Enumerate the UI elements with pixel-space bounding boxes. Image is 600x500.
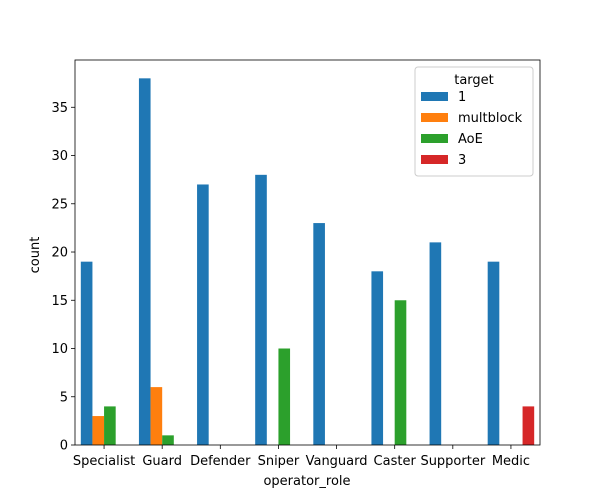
y-tick-label: 0 — [60, 439, 68, 454]
x-axis: Specialist Guard Defender Sniper Vanguard Cas… — [73, 445, 530, 469]
legend-label-multblock: multblock — [458, 111, 523, 126]
y-tick-label: 15 — [51, 294, 68, 309]
x-tick-label-specialist: Specialist — [73, 454, 135, 469]
bar-specialist-aoe — [104, 406, 116, 445]
x-tick-label-guard: Guard — [142, 454, 182, 469]
bar-caster-1 — [371, 271, 384, 445]
x-tick-label-caster: Caster — [374, 454, 417, 469]
bar-specialist-multblock — [92, 416, 105, 445]
bar-guard-multblock — [150, 387, 163, 445]
y-tick-label: 25 — [51, 197, 68, 212]
bar-specialist-1 — [80, 261, 93, 445]
y-tick-label: 20 — [51, 246, 68, 261]
x-axis-title: operator_role — [263, 474, 350, 489]
plot-frame — [74, 59, 541, 446]
bar-vanguard-1 — [313, 223, 325, 445]
bar-sniper-1 — [255, 174, 267, 445]
bar-caster-aoe — [394, 300, 407, 445]
bar-defender-1 — [197, 184, 209, 445]
x-tick-label-defender: Defender — [190, 454, 251, 469]
bar-medic-1 — [487, 261, 500, 445]
bars-group — [80, 78, 535, 445]
legend-swatch-multblock — [421, 113, 448, 122]
x-tick-label-vanguard: Vanguard — [306, 454, 368, 469]
legend-swatch-3 — [421, 155, 448, 164]
y-tick-label: 10 — [51, 342, 68, 357]
x-tick-label-sniper: Sniper — [258, 454, 300, 469]
y-tick-label: 30 — [51, 149, 68, 164]
bar-sniper-aoe — [278, 348, 291, 445]
bar-guard-1 — [138, 78, 151, 445]
legend: target 1 multblock AoE 3 — [414, 66, 534, 177]
legend-swatch-aoe — [421, 134, 448, 143]
y-axis: 0 5 10 15 20 25 30 35 — [51, 101, 75, 454]
legend-swatch-1 — [421, 92, 448, 101]
y-axis-title: count — [28, 237, 43, 274]
legend-label-3: 3 — [458, 153, 466, 168]
bar-guard-aoe — [162, 435, 174, 445]
plot-border — [74, 59, 541, 446]
x-tick-label-supporter: Supporter — [420, 454, 485, 469]
bar-medic-3 — [522, 406, 535, 445]
legend-label-1: 1 — [458, 90, 466, 105]
y-tick-label: 35 — [51, 101, 68, 116]
legend-label-aoe: AoE — [458, 132, 483, 147]
x-tick-label-medic: Medic — [492, 454, 530, 469]
legend-title: target — [454, 73, 494, 88]
bar-supporter-1 — [429, 242, 442, 445]
y-tick-label: 5 — [60, 390, 68, 405]
